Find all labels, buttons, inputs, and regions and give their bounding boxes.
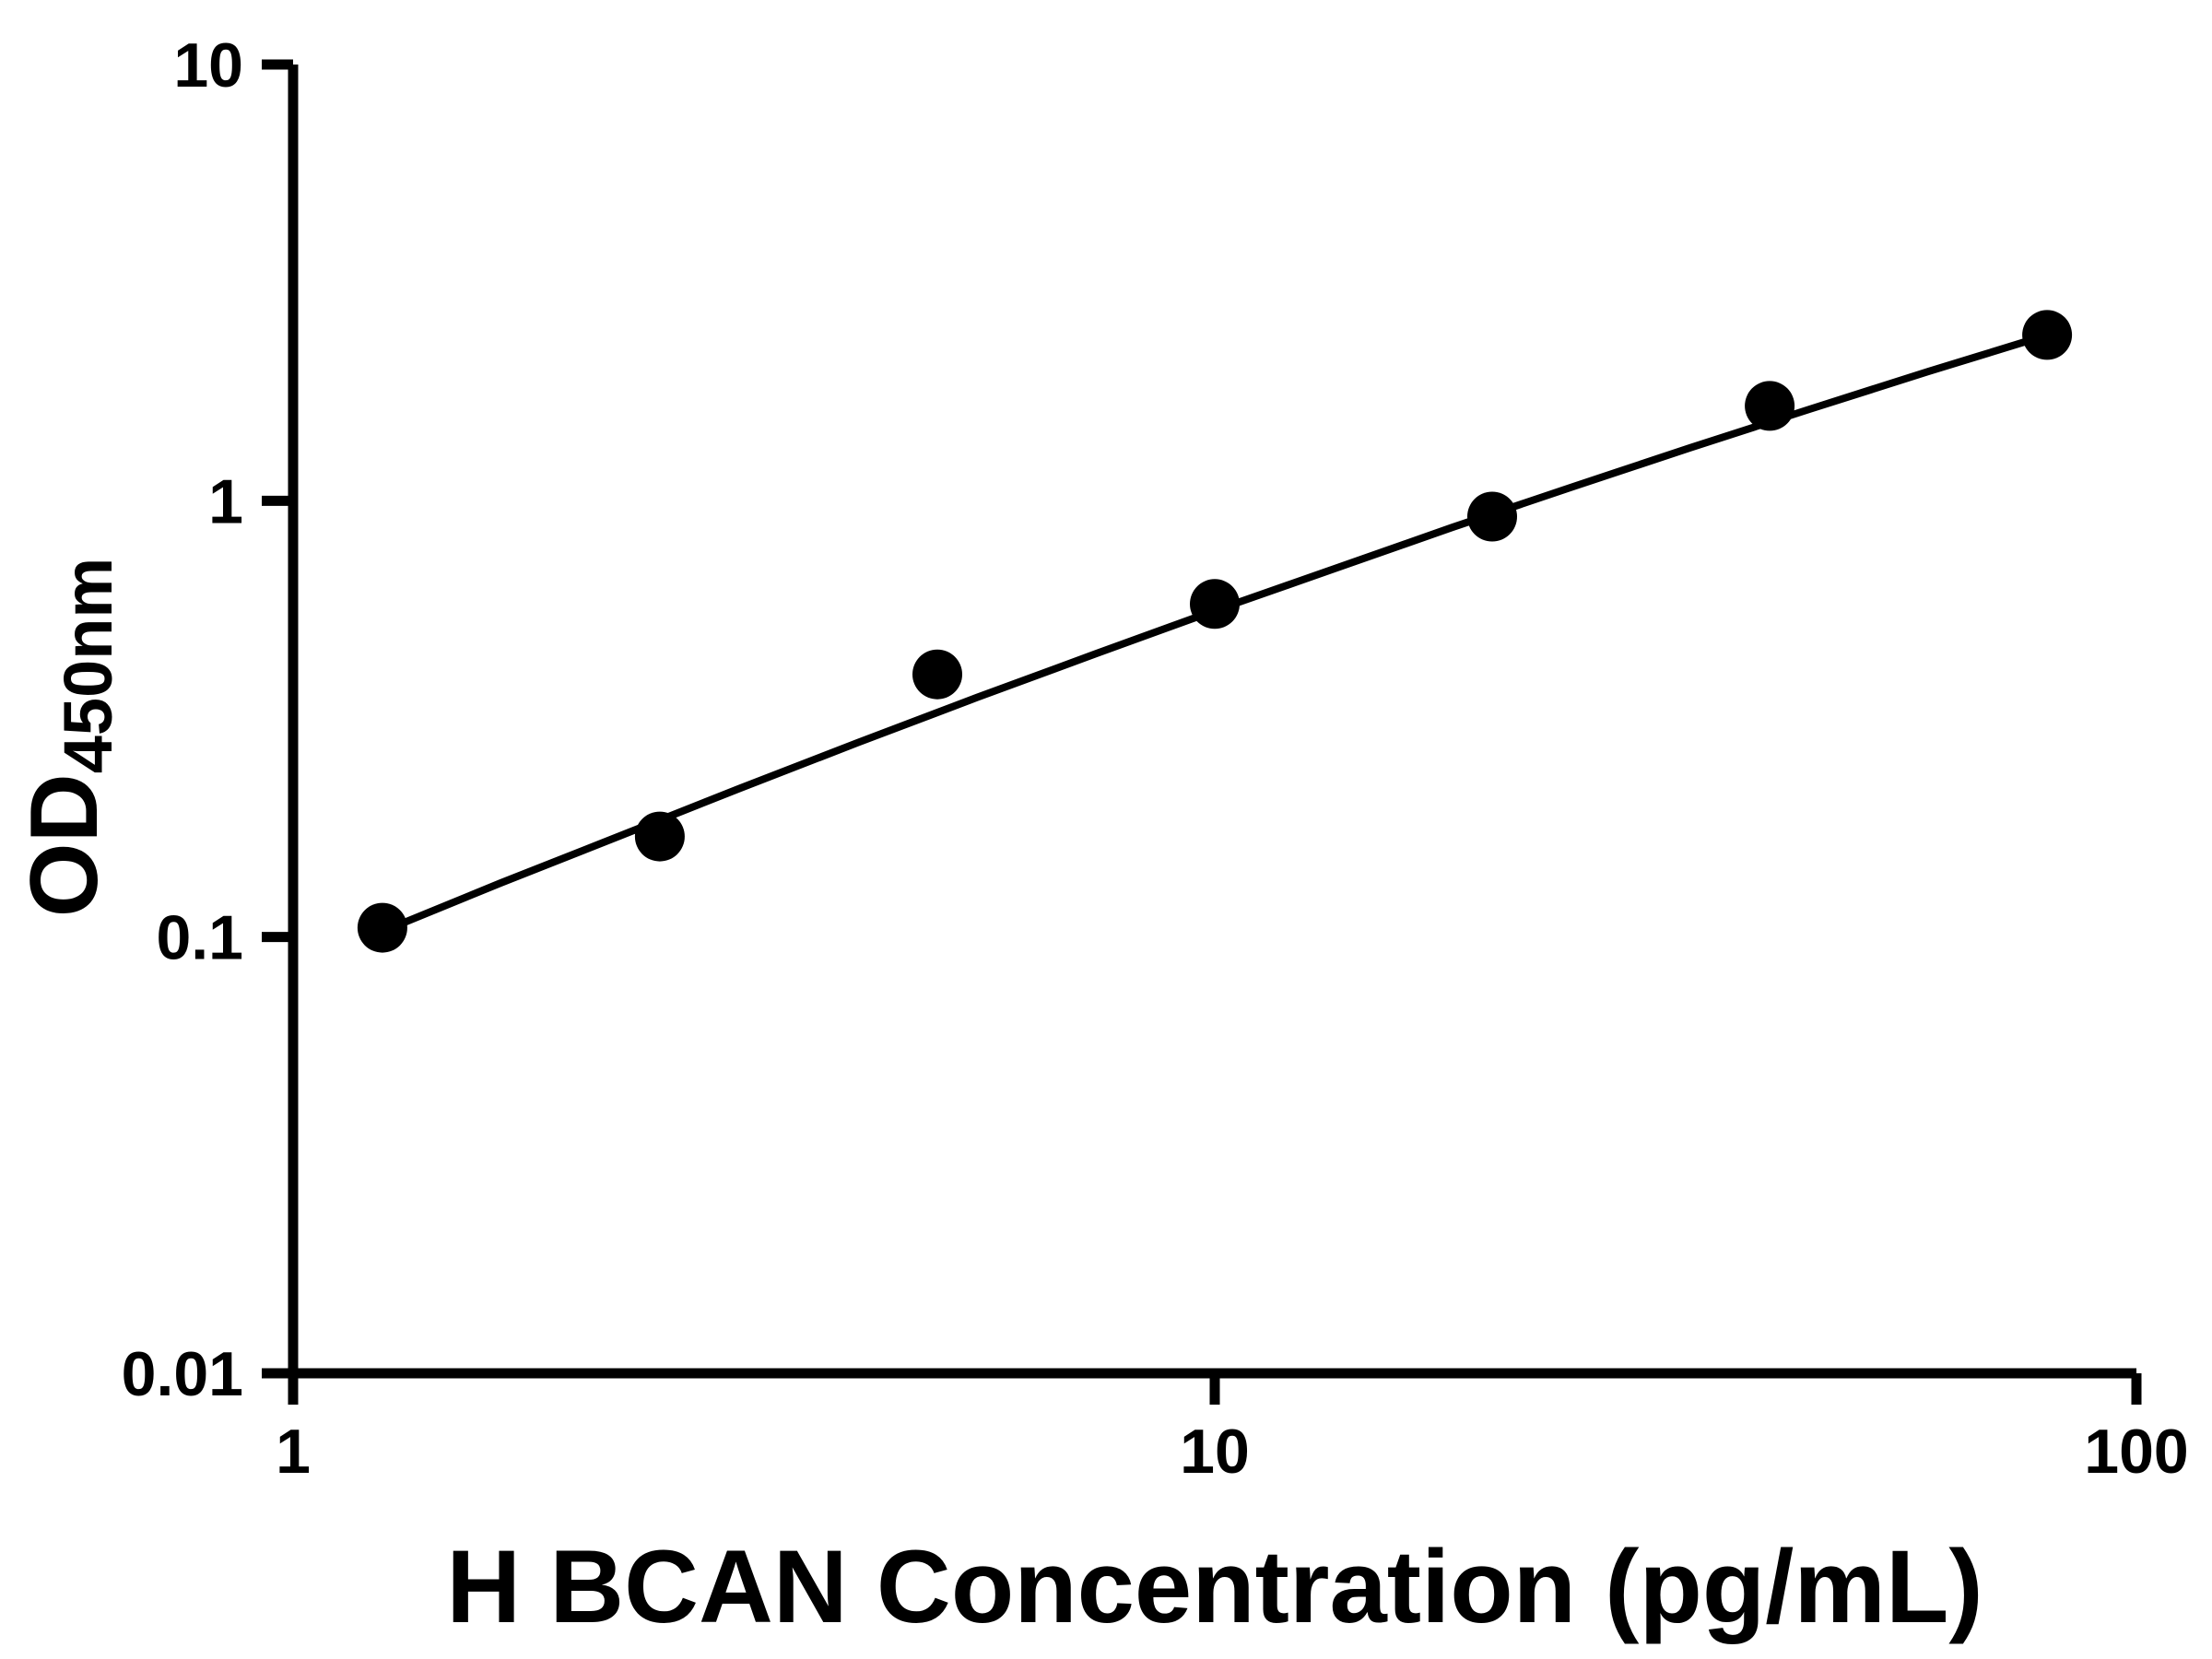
data-point-marker — [634, 811, 685, 862]
fit-curve-line — [378, 331, 2052, 935]
data-point-marker — [357, 902, 407, 953]
y-axis-label-subscript: 450nm — [50, 558, 126, 773]
data-point-marker — [2022, 310, 2073, 360]
y-tick-label: 10 — [173, 30, 243, 100]
data-point-marker — [1190, 579, 1240, 629]
x-axis-label: H BCAN Concentration (pg/mL) — [446, 1529, 1983, 1644]
y-axis-label-main: OD — [11, 773, 118, 917]
y-axis-ticks: 10 1 0.1 0.01 — [122, 30, 293, 1409]
data-point-marker — [1467, 491, 1517, 542]
y-axis-label: OD450nm — [11, 558, 126, 917]
x-tick-label: 1 — [276, 1417, 311, 1487]
x-axis-ticks: 1 10 100 — [276, 1373, 2189, 1487]
y-tick-label: 0.1 — [156, 903, 243, 973]
x-tick-label: 100 — [2084, 1417, 2188, 1487]
y-tick-label: 0.01 — [122, 1339, 243, 1409]
data-point-marker — [1745, 381, 1795, 431]
y-tick-label: 1 — [208, 466, 243, 536]
x-tick-label: 10 — [1180, 1417, 1250, 1487]
data-points — [357, 310, 2073, 953]
axes — [288, 65, 2136, 1379]
data-point-marker — [912, 649, 962, 700]
